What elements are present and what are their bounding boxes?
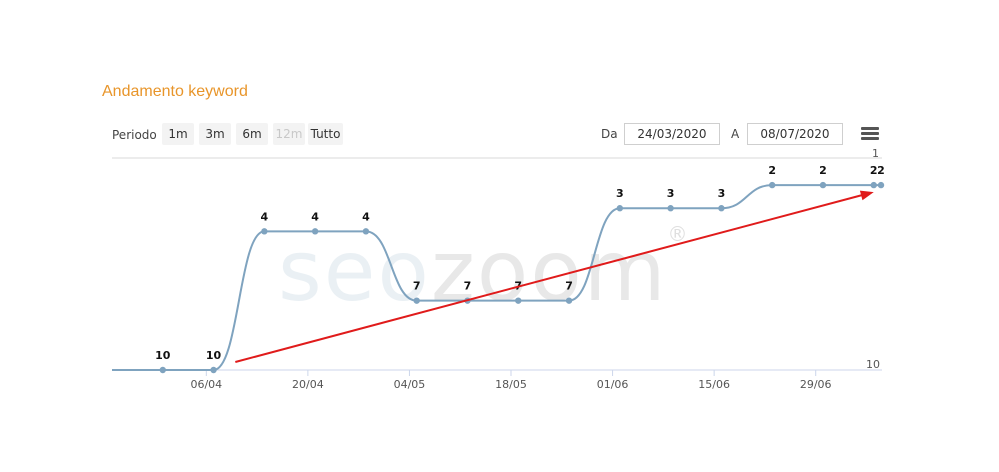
- data-label: 10: [206, 349, 222, 362]
- trend-arrow-line: [235, 193, 867, 363]
- series-line: [111, 184, 881, 372]
- y-tick-label: 1: [872, 147, 879, 160]
- data-point[interactable]: [362, 228, 370, 235]
- data-point[interactable]: [616, 205, 624, 212]
- data-label: 3: [616, 187, 624, 200]
- x-tick-label: 01/06: [597, 378, 629, 391]
- data-point[interactable]: [718, 205, 725, 212]
- x-tick-label: 18/05: [495, 378, 527, 391]
- data-label: 2: [870, 164, 878, 177]
- data-point[interactable]: [413, 297, 420, 304]
- data-label: 4: [362, 210, 370, 223]
- range-all-button[interactable]: Tutto: [308, 123, 343, 145]
- data-label: 2: [819, 164, 827, 177]
- data-point[interactable]: [768, 181, 776, 189]
- x-tick-label: 06/04: [190, 378, 222, 391]
- range-1m-button[interactable]: 1m: [162, 123, 194, 145]
- from-date-input[interactable]: [624, 123, 720, 145]
- range-12m-button: 12m: [273, 123, 305, 145]
- data-label: 3: [718, 187, 726, 200]
- range-3m-button[interactable]: 3m: [199, 123, 231, 145]
- x-tick-label: 15/06: [698, 378, 730, 391]
- period-label: Periodo: [112, 128, 157, 142]
- data-label: 2: [768, 164, 776, 177]
- trend-arrow-head: [859, 190, 874, 201]
- data-label: 4: [311, 210, 319, 223]
- seozoom-watermark: seozoom®: [278, 222, 690, 320]
- data-point[interactable]: [877, 181, 885, 189]
- data-point[interactable]: [667, 205, 674, 212]
- data-label: 7: [565, 280, 573, 293]
- data-point[interactable]: [515, 297, 522, 304]
- data-label: 10: [155, 349, 171, 362]
- data-label: 7: [464, 280, 472, 293]
- to-date-label: A: [731, 127, 740, 141]
- data-point[interactable]: [819, 181, 827, 189]
- data-point[interactable]: [565, 297, 573, 304]
- data-label: 3: [667, 187, 675, 200]
- y-tick-label: 10: [866, 358, 880, 371]
- to-date-input[interactable]: [747, 123, 843, 145]
- from-date-label: Da: [601, 127, 618, 141]
- data-point[interactable]: [870, 181, 877, 189]
- range-6m-button[interactable]: 6m: [236, 123, 268, 145]
- data-label: 7: [413, 280, 421, 293]
- x-tick-label: 20/04: [292, 378, 324, 391]
- hamburger-menu-icon[interactable]: [861, 127, 879, 143]
- data-point[interactable]: [159, 366, 166, 374]
- data-point[interactable]: [210, 366, 217, 374]
- x-tick-label: 29/06: [800, 378, 832, 391]
- x-tick-label: 04/05: [394, 378, 426, 391]
- chart-title: Andamento keyword: [102, 83, 248, 100]
- data-label: 4: [261, 210, 269, 223]
- data-point[interactable]: [311, 228, 319, 235]
- data-point[interactable]: [261, 228, 268, 235]
- data-label: 2: [877, 164, 885, 177]
